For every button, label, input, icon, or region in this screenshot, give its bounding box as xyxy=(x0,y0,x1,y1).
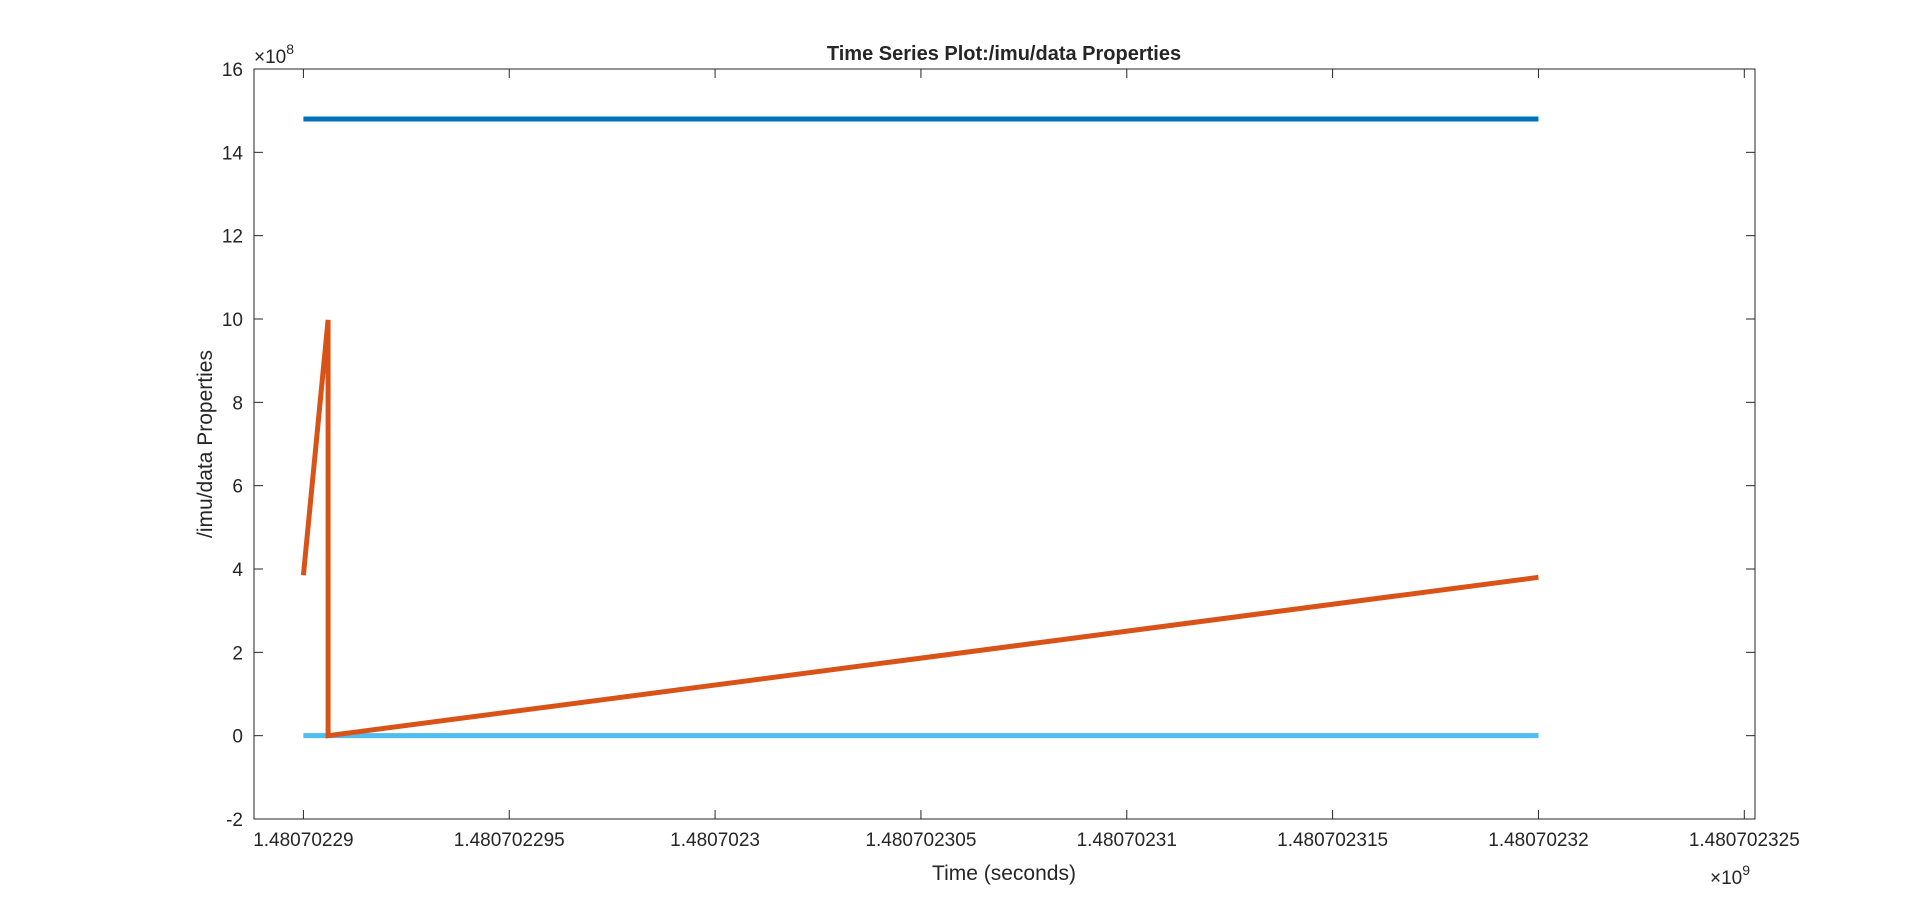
y-tick-label: 14 xyxy=(222,143,244,164)
x-tick-label: 1.480702315 xyxy=(1277,830,1388,851)
x-tick-label: 1.480702305 xyxy=(865,830,976,851)
y-exponent-label: ×108 xyxy=(254,41,294,68)
y-tick-label: 6 xyxy=(232,477,243,498)
x-tick-label: 1.480702295 xyxy=(454,830,565,851)
chart-title: Time Series Plot:/imu/data Properties xyxy=(827,43,1181,65)
x-exponent-power: 9 xyxy=(1742,862,1750,878)
x-exponent-base: ×10 xyxy=(1710,868,1742,889)
y-exponent-power: 8 xyxy=(286,41,294,57)
y-tick-label: 2 xyxy=(232,643,243,664)
y-axis-label: /imu/data Properties xyxy=(194,350,217,538)
y-tick-label: 0 xyxy=(232,727,243,748)
series-layer xyxy=(300,116,1539,739)
y-tick-label: 4 xyxy=(232,560,243,581)
tick-layer: 1.48070229 1.480702295 1.4807023 1.48070230… xyxy=(222,60,1800,851)
plot-area xyxy=(254,69,1755,819)
y-tick-label: 8 xyxy=(232,393,243,414)
x-tick-label: 1.48070229 xyxy=(253,830,353,851)
axes-box xyxy=(253,68,1756,820)
series-line-sawtooth xyxy=(300,319,1539,739)
y-tick-label: 16 xyxy=(222,60,243,81)
x-tick-label: 1.480702325 xyxy=(1689,830,1800,851)
y-tick-label: 10 xyxy=(222,310,243,331)
x-tick-label: 1.4807023 xyxy=(670,830,760,851)
x-axis-label: Time (seconds) xyxy=(932,862,1076,885)
y-exponent-base: ×10 xyxy=(254,47,286,68)
x-tick-label: 1.48070231 xyxy=(1077,830,1177,851)
x-tick-label: 1.48070232 xyxy=(1488,830,1588,851)
y-tick-label: 12 xyxy=(222,227,243,248)
x-exponent-label: ×109 xyxy=(1710,862,1750,889)
y-tick-label: -2 xyxy=(226,810,243,831)
